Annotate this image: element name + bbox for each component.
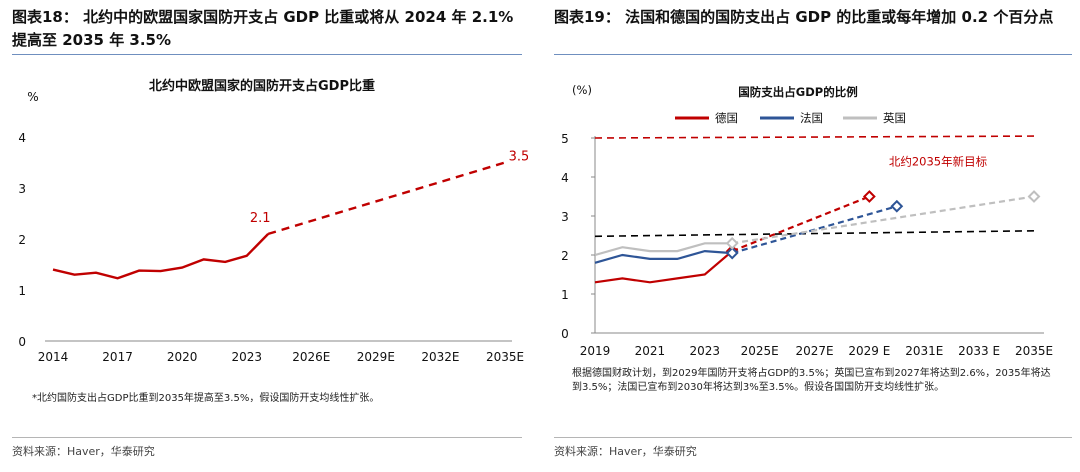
right-panel: 图表19： 法国和德国的国防支出占 GDP 的比重或每年增加 0.2 个百分点 … (550, 0, 1080, 472)
left-x-tick-label: 2020 (167, 350, 198, 364)
right-reference-label: 北约2035年新目标 (889, 154, 987, 168)
right-nato-target-line (594, 135, 1035, 139)
right-x-tick-label: 2021 (635, 344, 666, 358)
left-source: 资料来源：Haver，华泰研究 (12, 445, 155, 458)
left-x-tick-label: 2014 (38, 350, 69, 364)
left-actual-line (52, 233, 270, 280)
right-point-marker (890, 199, 904, 213)
left-x-tick-label: 2023 (231, 350, 262, 364)
right-point-marker (725, 236, 739, 250)
right-x-tick-label: 2025E (741, 344, 779, 358)
left-x-tick-label: 2029E (357, 350, 395, 364)
right-y-axis-label: (%) (572, 83, 592, 97)
left-title-rule (12, 54, 522, 55)
left-data-label: 3.5 (509, 150, 528, 165)
right-series-line (594, 242, 733, 257)
right-series-line (594, 249, 733, 264)
left-chart-title: 北约中欧盟国家的国防开支占GDP比重 (149, 78, 375, 94)
left-x-tick-label: 2017 (102, 350, 133, 364)
right-point-marker (1027, 190, 1041, 203)
right-point-marker (862, 190, 876, 203)
left-x-tick-label: 2032E (421, 350, 459, 364)
left-data-label: 2.1 (250, 211, 271, 226)
right-chart-title: 国防支出占GDP的比例 (738, 85, 857, 99)
right-title-rule (554, 54, 1072, 55)
left-y-tick-label: 0 (18, 335, 26, 349)
right-series-line (594, 250, 733, 284)
right-y-tick-label: 3 (561, 210, 569, 224)
left-panel: 图表18： 北约中的欧盟国家国防开支占 GDP 比重或将从 2024 年 2.1… (0, 0, 528, 472)
right-x-tick-label: 2019 (580, 344, 611, 358)
left-x-tick-label: 2035E (486, 350, 524, 364)
right-figure-title: 图表19： 法国和德国的国防支出占 GDP 的比重或每年增加 0.2 个百分点 (554, 8, 1054, 26)
right-projection-line (731, 195, 870, 253)
right-source: 资料来源：Haver，华泰研究 (554, 445, 697, 458)
right-x-tick-label: 2031E (905, 344, 943, 358)
left-chart: 北约中欧盟国家的国防开支占GDP比重% 0 1 2 3 4 2014 2017 2020 2023… (18, 78, 528, 364)
left-note: *北约国防支出占GDP比重到2035年提高至3.5%，假设国防开支均线性扩张。 (32, 393, 380, 404)
right-legend-label: 德国 (715, 111, 738, 125)
right-y-tick-label: 4 (561, 171, 569, 185)
left-y-tick-label: 3 (18, 182, 26, 196)
right-y-tick-label: 2 (561, 249, 569, 263)
left-y-tick-label: 2 (18, 233, 26, 247)
right-y-tick-label: 0 (561, 327, 569, 341)
right-reference-line (594, 230, 1035, 238)
right-x-tick-label: 2035E (1015, 344, 1053, 358)
left-figure-title: 图表18： 北约中的欧盟国家国防开支占 GDP 比重或将从 2024 年 2.1… (12, 8, 514, 49)
right-x-tick-label: 2027E (795, 344, 833, 358)
right-x-tick-label: 2029 E (848, 344, 890, 358)
left-projection-line (267, 161, 506, 236)
left-y-axis-label: % (27, 90, 38, 104)
right-y-tick-label: 1 (561, 288, 569, 302)
left-y-tick-label: 1 (18, 284, 26, 298)
left-y-tick-label: 4 (18, 131, 26, 145)
right-x-tick-label: 2023 (689, 344, 720, 358)
right-legend-label: 英国 (883, 111, 906, 125)
right-y-tick-label: 5 (561, 132, 569, 146)
right-projection-line (732, 195, 1035, 245)
right-x-tick-label: 2033 E (958, 344, 1000, 358)
left-x-tick-label: 2026E (292, 350, 330, 364)
right-legend-label: 法国 (800, 111, 823, 125)
right-source-rule (554, 437, 1072, 438)
right-point-marker (725, 246, 739, 260)
right-chart: 国防支出占GDP的比例 (%) 德国 法国 英国 0 1 2 3 4 5 2019 2021 2023 20… (561, 83, 1053, 358)
right-note: 根据德国财政计划，到2029年国防开支将占GDP的3.5%；英国已宣布到2027… (572, 368, 1051, 393)
left-source-rule (12, 437, 522, 438)
